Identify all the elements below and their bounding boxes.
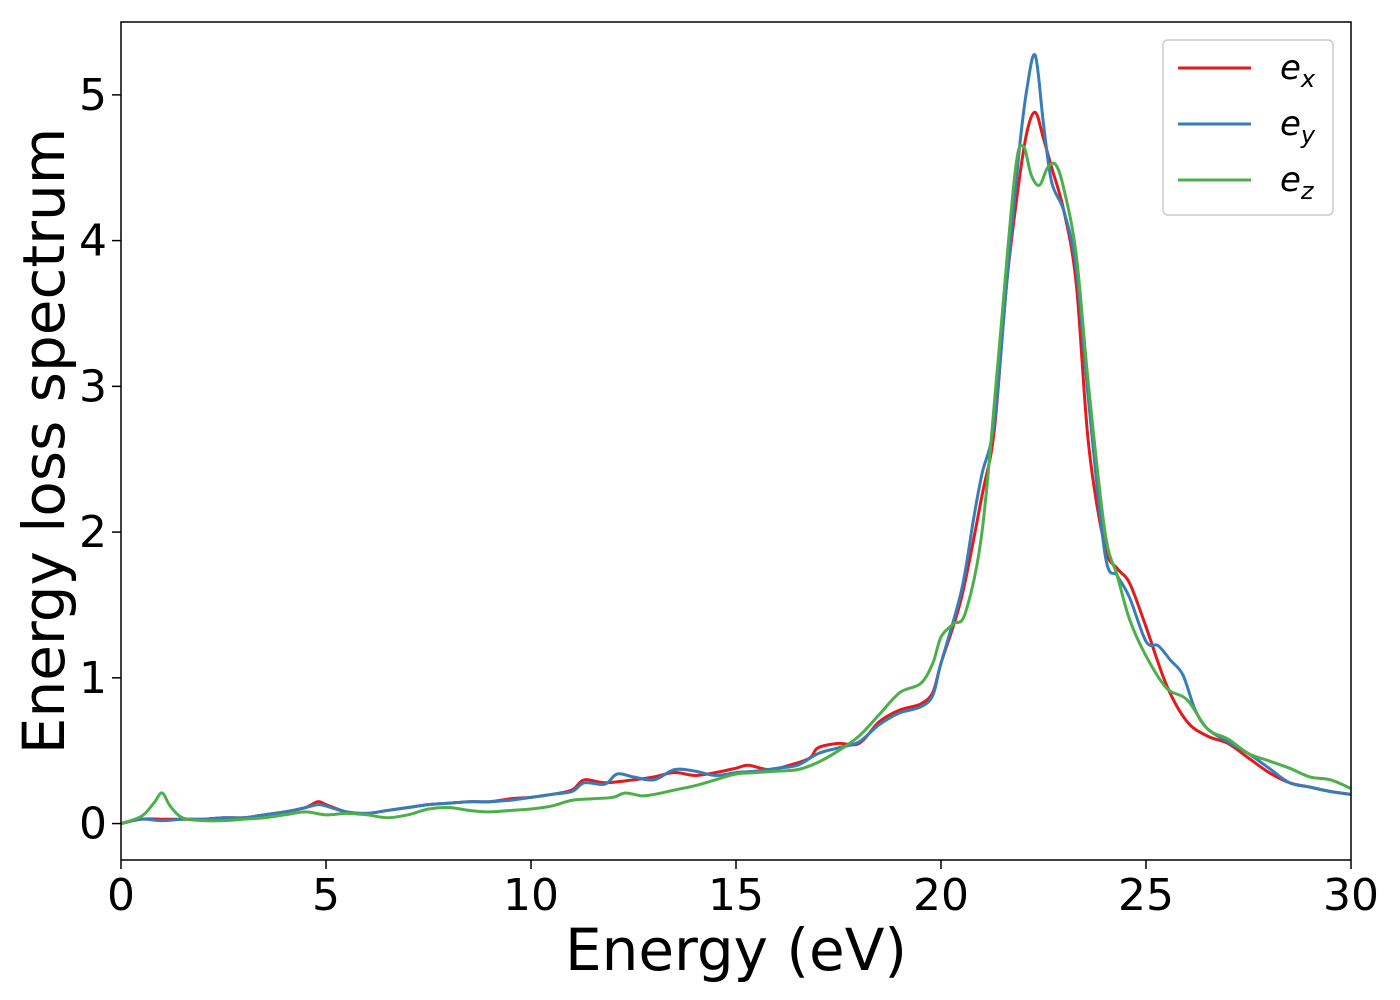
y-tick-label: 5: [79, 70, 107, 121]
x-axis-title: Energy (eV): [565, 916, 907, 984]
y-tick-label: 4: [79, 216, 107, 267]
x-tick-label: 0: [107, 870, 135, 921]
series-line-z: [120, 144, 1352, 825]
x-tick-label: 10: [503, 870, 559, 921]
legend-label-x: ex: [1280, 48, 1316, 93]
ticks-layer: 0 5 10 15 20 25 30 0 1 2 3 4 5: [79, 70, 1379, 921]
x-tick-label: 15: [708, 870, 764, 921]
y-tick-label: 3: [79, 361, 107, 412]
x-tick-label: 20: [913, 870, 969, 921]
series-layer: [120, 52, 1352, 826]
y-tick-label: 0: [79, 799, 107, 850]
y-tick-label: 2: [79, 507, 107, 558]
legend-label-y: ey: [1280, 104, 1316, 149]
y-tick-label: 1: [79, 653, 107, 704]
series-line-x: [120, 110, 1352, 826]
legend-label-z: ez: [1280, 160, 1315, 205]
x-tick-label: 5: [312, 870, 340, 921]
x-tick-label: 30: [1323, 870, 1379, 921]
x-tick-label: 25: [1118, 870, 1174, 921]
legend: ex ey ez: [1162, 39, 1334, 216]
y-axis-title: Energy loss spectrum: [10, 128, 78, 754]
legend-box: [1162, 39, 1334, 216]
